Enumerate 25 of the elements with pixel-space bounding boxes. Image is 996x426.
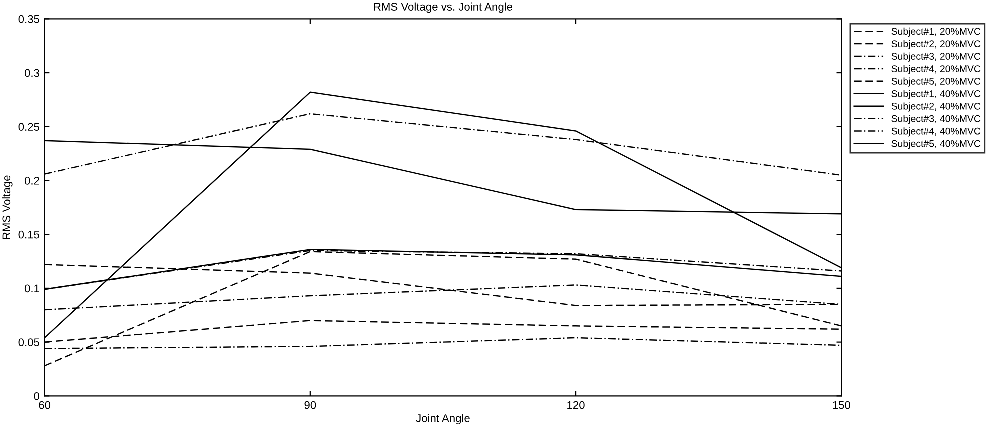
y-tick-label: 0.25 [18,123,40,132]
x-tick-label: 90 [304,401,316,410]
x-axis-title: Joint Angle [416,414,470,425]
legend-label: Subject#1, 20%MVC [892,28,981,37]
legend-label: Subject#5, 20%MVC [892,78,981,87]
y-tick-label: 0.2 [24,177,40,185]
y-tick-label: 0.05 [18,338,40,346]
legend-label: Subject#4, 20%MVC [892,65,981,74]
y-tick-label: 0.3 [24,69,40,78]
chart-title: RMS Voltage vs. Joint Angle [374,2,513,14]
x-tick-label: 60 [39,401,51,410]
legend-label: Subject#3, 40%MVC [892,115,981,124]
legend-label: Subject#2, 20%MVC [892,40,981,50]
x-tick-label: 150 [833,401,850,410]
y-tick-label: 0.35 [18,15,40,24]
x-tick-label: 120 [568,401,585,410]
y-tick-label: 0 [34,392,40,400]
legend-label: Subject#3, 20%MVC [892,52,981,62]
legend-label: Subject#4, 40%MVC [892,128,981,137]
y-axis-title: RMS Voltage [2,176,13,240]
y-tick-label: 0.1 [24,284,40,293]
y-tick-label: 0.15 [18,230,40,239]
legend-label: Subject#2, 40%MVC [892,102,981,112]
legend-label: Subject#5, 40%MVC [892,140,981,150]
legend-label: Subject#1, 40%MVC [892,90,981,100]
